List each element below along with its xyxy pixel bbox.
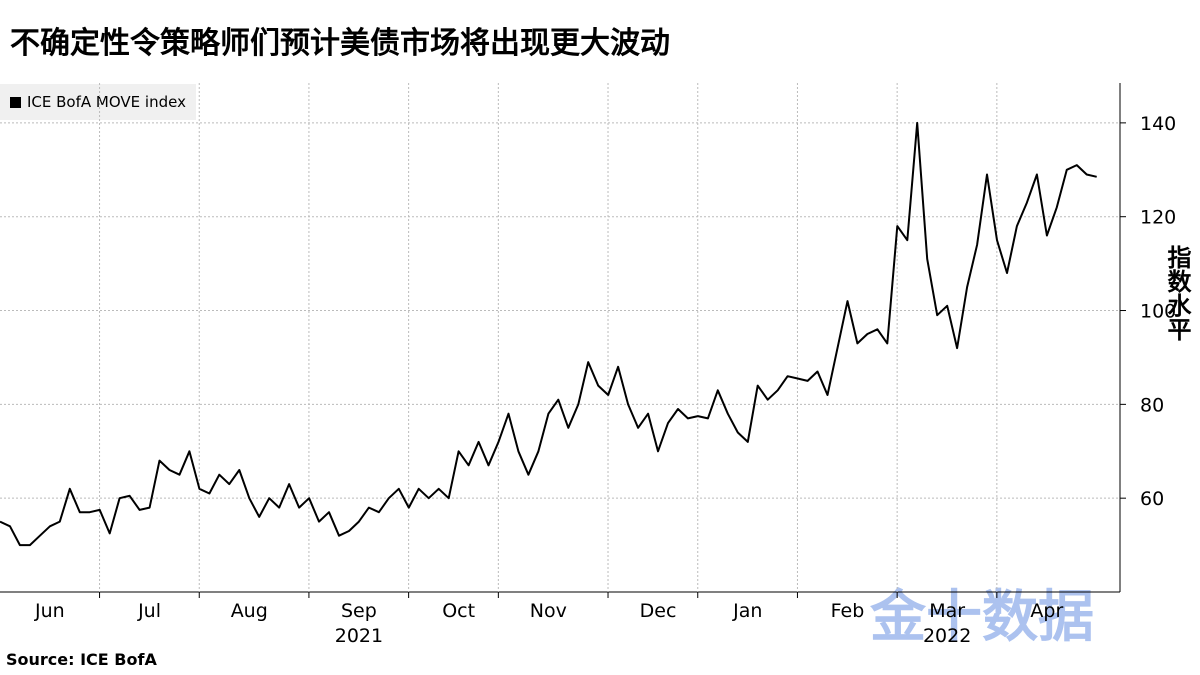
x-tick-label: Oct	[442, 600, 475, 622]
x-tick-label: Jun	[34, 600, 65, 622]
x-tick-label: Feb	[831, 600, 865, 622]
chart-title: 不确定性令策略师们预计美债市场将出现更大波动	[10, 26, 670, 61]
y-axis-title: 指数水平	[1163, 245, 1191, 341]
y-tick-label: 140	[1140, 113, 1176, 135]
x-year-label: 2021	[335, 625, 383, 647]
watermark: 金十数据	[870, 585, 1094, 650]
x-year-label: 2022	[923, 625, 971, 647]
legend-label: ICE BofA MOVE index	[27, 93, 186, 111]
x-tick-label: Dec	[640, 600, 677, 622]
x-tick-label: Nov	[530, 600, 567, 622]
y-tick-label: 120	[1140, 207, 1176, 229]
legend-swatch	[10, 97, 21, 108]
y-tick-label: 80	[1140, 394, 1164, 416]
series-line	[0, 121, 1097, 547]
x-tick-label: Aug	[231, 600, 268, 622]
source: Source: ICE BofA	[6, 650, 157, 669]
x-tick-label: Jan	[732, 600, 762, 622]
y-tick-label: 100	[1140, 301, 1176, 323]
x-tick-label: Sep	[341, 600, 377, 622]
x-tick-label: Apr	[1030, 600, 1063, 622]
y-tick-label: 60	[1140, 488, 1164, 510]
legend: ICE BofA MOVE index	[0, 84, 196, 120]
x-tick-label: Jul	[137, 600, 161, 622]
x-tick-label: Mar	[929, 600, 965, 622]
